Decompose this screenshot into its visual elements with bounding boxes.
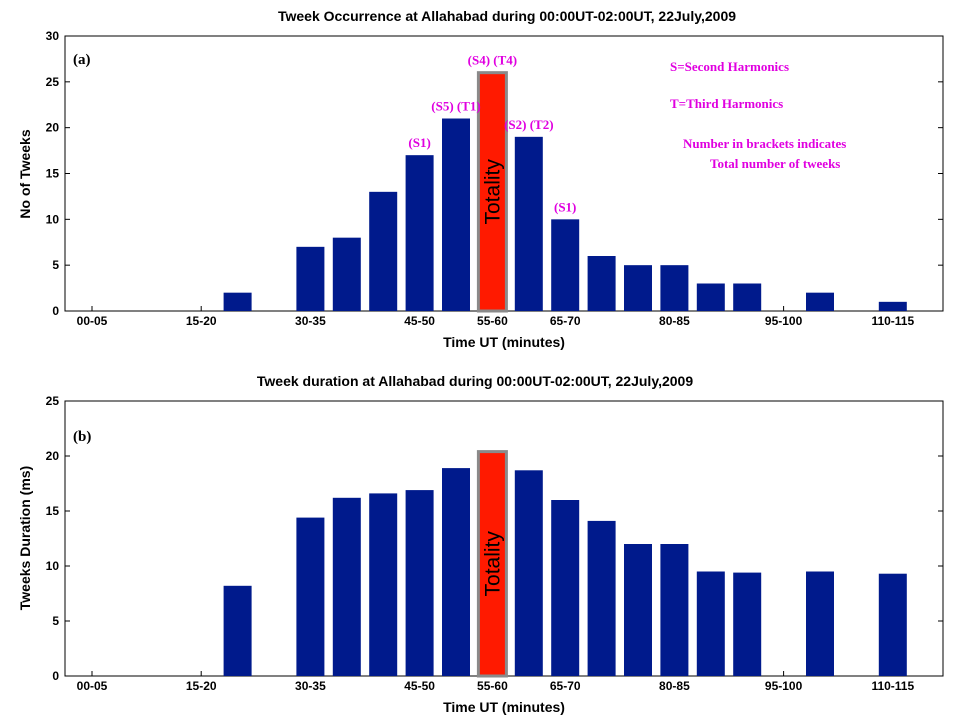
bar (442, 468, 470, 676)
bar (369, 191, 398, 311)
panel-a-y-axis-label: No of Tweeks (17, 129, 33, 218)
bar (332, 497, 361, 676)
bar (660, 544, 689, 676)
bar (587, 256, 616, 311)
y-tick-label: 10 (46, 559, 60, 573)
y-tick-label: 5 (52, 614, 59, 628)
y-tick-label: 5 (52, 258, 59, 272)
bar (369, 493, 398, 676)
bar (733, 283, 762, 311)
panel-b-bars: Totality (223, 450, 907, 678)
note-second-harmonics: S=Second Harmonics (670, 59, 789, 74)
x-tick-label: 55-60 (477, 679, 508, 693)
x-tick-label: 15-20 (186, 314, 217, 328)
y-tick-label: 20 (46, 121, 60, 135)
bar (806, 571, 834, 676)
x-tick-label: 95-100 (765, 679, 803, 693)
y-tick-label: 15 (46, 504, 60, 518)
y-tick-label: 25 (46, 75, 60, 89)
x-tick-label: 15-20 (186, 679, 217, 693)
panel-b-x-axis-label: Time UT (minutes) (443, 699, 565, 715)
note-brackets: Number in brackets indicates (683, 136, 846, 151)
panel-a-label: (a) (73, 52, 91, 68)
y-tick-label: 0 (52, 304, 59, 318)
bar (296, 246, 325, 311)
y-tick-label: 0 (52, 669, 59, 683)
note-third-harmonics: T=Third Harmonics (670, 96, 783, 111)
x-tick-label: 00-05 (77, 679, 108, 693)
x-tick-label: 65-70 (550, 314, 581, 328)
bar (878, 301, 907, 311)
bar (696, 283, 725, 311)
x-tick-label: 30-35 (295, 679, 326, 693)
panel-a-title: Tweek Occurrence at Allahabad during 00:… (278, 8, 736, 24)
totality-label: Totality (481, 531, 504, 597)
totality-bar (476, 71, 508, 313)
x-tick-label: 110-115 (871, 314, 914, 328)
x-tick-label: 00-05 (77, 314, 108, 328)
y-tick-label: 10 (46, 212, 60, 226)
bar-annotation: (S2) (T2) (504, 117, 553, 132)
y-tick-label: 15 (46, 167, 60, 181)
panel-a-x-axis-label: Time UT (minutes) (443, 334, 565, 350)
y-tick-label: 20 (46, 449, 60, 463)
bar (733, 572, 762, 676)
y-tick-label: 25 (46, 394, 60, 408)
panel-b-title: Tweek duration at Allahabad during 00:00… (257, 373, 693, 389)
bar-annotation: (S1) (554, 199, 576, 214)
panel-b-label: (b) (73, 429, 91, 445)
bar (587, 520, 616, 676)
x-tick-label: 110-115 (871, 679, 914, 693)
panel-a-bar-annotations: (S1) (S5) (T1) (S4) (T4) (S2) (T2) (S1) (408, 53, 576, 215)
panel-a-notes: S=Second Harmonics T=Third Harmonics Num… (670, 59, 846, 171)
x-tick-label: 45-50 (404, 679, 435, 693)
x-tick-label: 95-100 (765, 314, 803, 328)
note-total-tweeks: Total number of tweeks (710, 156, 840, 171)
panel-a-bars: Totality (223, 71, 907, 313)
y-tick-label: 30 (46, 29, 60, 43)
bar-annotation: (S1) (408, 135, 430, 150)
bar (223, 292, 252, 311)
panel-a-x-ticks: 00-05 15-20 30-35 45-50 55-60 65-70 80-85 95-10… (77, 306, 914, 328)
bar (624, 544, 652, 676)
bar (696, 571, 725, 676)
panel-b-x-ticks: 00-05 15-20 30-35 45-50 55-60 65-70 80-85 95-10… (77, 671, 914, 693)
bar (223, 585, 252, 676)
panel-b-y-axis-label: Tweeks Duration (ms) (17, 466, 33, 610)
bar (878, 573, 907, 676)
x-tick-label: 55-60 (477, 314, 508, 328)
panel-a: Tweek Occurrence at Allahabad during 00:… (17, 8, 944, 350)
panel-b-y-ticks: 0 5 10 15 20 25 (46, 394, 943, 683)
bar (296, 517, 325, 676)
bar (551, 219, 580, 311)
x-tick-label: 45-50 (404, 314, 435, 328)
bar (514, 136, 543, 311)
bar (806, 292, 834, 311)
bar (332, 237, 361, 311)
bar (624, 265, 652, 311)
bar (551, 500, 580, 676)
bar (405, 490, 434, 676)
x-tick-label: 30-35 (295, 314, 326, 328)
bar-annotation: (S4) (T4) (468, 53, 517, 68)
panel-b: Tweek duration at Allahabad during 00:00… (17, 373, 944, 715)
x-tick-label: 80-85 (659, 679, 690, 693)
totality-label: Totality (481, 159, 504, 225)
bar-annotation: (S5) (T1) (431, 99, 480, 114)
x-tick-label: 65-70 (550, 679, 581, 693)
panel-a-y-ticks: 0 5 10 15 20 25 30 (46, 29, 943, 318)
totality-bar (476, 450, 508, 678)
bar (514, 470, 543, 676)
bar (660, 265, 689, 311)
x-tick-label: 80-85 (659, 314, 690, 328)
bar (442, 118, 470, 311)
bar (405, 155, 434, 311)
